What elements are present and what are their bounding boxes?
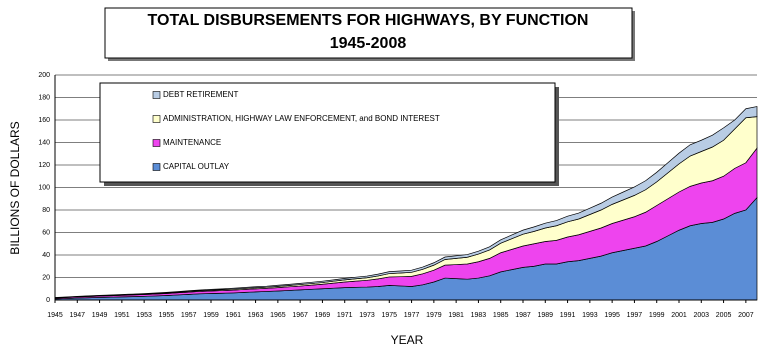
x-tick-label: 1983 [471, 312, 487, 319]
legend-label: CAPITAL OUTLAY [163, 162, 230, 171]
y-tick-label: 180 [38, 94, 50, 101]
x-tick-label: 1953 [136, 312, 152, 319]
y-tick-label: 80 [42, 207, 50, 214]
x-tick-label: 2005 [716, 312, 732, 319]
legend-swatch [152, 115, 161, 123]
y-tick-label: 60 [42, 229, 50, 236]
y-tick-label: 0 [46, 297, 50, 304]
x-tick-label: 1995 [604, 312, 620, 319]
x-tick-label: 1961 [225, 312, 241, 319]
area [54, 106, 758, 299]
x-tick-label: 1993 [582, 312, 598, 319]
y-axis-label: BILLIONS OF DOLLARS [8, 121, 22, 254]
x-tick-label: 1979 [426, 312, 442, 319]
x-tick-label: 1949 [92, 312, 108, 319]
x-tick-label: 1991 [560, 312, 576, 319]
y-tick-label: 20 [42, 274, 50, 281]
x-tick-label: 2003 [693, 312, 709, 319]
x-tick-label: 1999 [649, 312, 665, 319]
x-tick-label: 1971 [337, 312, 353, 319]
chart-subtitle: 1945-2008 [330, 35, 407, 52]
x-tick-label: 1957 [181, 312, 197, 319]
x-tick-label: 1959 [203, 312, 219, 319]
x-tick-label: 1969 [315, 312, 331, 319]
x-tick-label: 1997 [627, 312, 643, 319]
x-tick-label: 1973 [359, 312, 375, 319]
x-tick-label: 1985 [493, 312, 509, 319]
x-axis-label: YEAR [391, 333, 424, 347]
x-tick-label: 1987 [515, 312, 531, 319]
legend-label: ADMINISTRATION, HIGHWAY LAW ENFORCEMENT,… [163, 114, 440, 123]
legend: CAPITAL OUTLAY MAINTENANCE ADMINISTRATION,… [99, 82, 559, 186]
x-tick-label: 2001 [671, 312, 687, 319]
legend-swatch [152, 139, 161, 147]
y-tick-label: 120 [38, 162, 50, 169]
legend-box [99, 82, 556, 183]
x-tick-label: 1977 [404, 312, 420, 319]
x-tick-label: 1975 [381, 312, 397, 319]
x-tick-label: 1981 [448, 312, 464, 319]
y-tick-label: 140 [38, 139, 50, 146]
title-box [104, 7, 633, 59]
x-tick-label: 1967 [292, 312, 308, 319]
x-tick-label: 1951 [114, 312, 130, 319]
y-tick-label: 40 [42, 252, 50, 259]
legend-swatch [152, 91, 161, 99]
x-tick-label: 2007 [738, 312, 754, 319]
x-tick-label: 1945 [47, 312, 63, 319]
legend-swatch [152, 163, 161, 171]
legend-label: DEBT RETIREMENT [163, 90, 239, 99]
y-tick-label: 200 [38, 72, 50, 79]
legend-label: MAINTENANCE [163, 138, 221, 147]
x-tick-label: 1955 [159, 312, 175, 319]
y-tick-label: 100 [38, 184, 50, 191]
chart-title: TOTAL DISBURSEMENTS FOR HIGHWAYS, BY FUN… [148, 12, 589, 29]
x-tick-label: 1947 [69, 312, 85, 319]
x-tick-label: 1989 [537, 312, 553, 319]
x-tick-label: 1965 [270, 312, 286, 319]
x-tick-label: 1963 [248, 312, 264, 319]
y-tick-label: 160 [38, 117, 50, 124]
